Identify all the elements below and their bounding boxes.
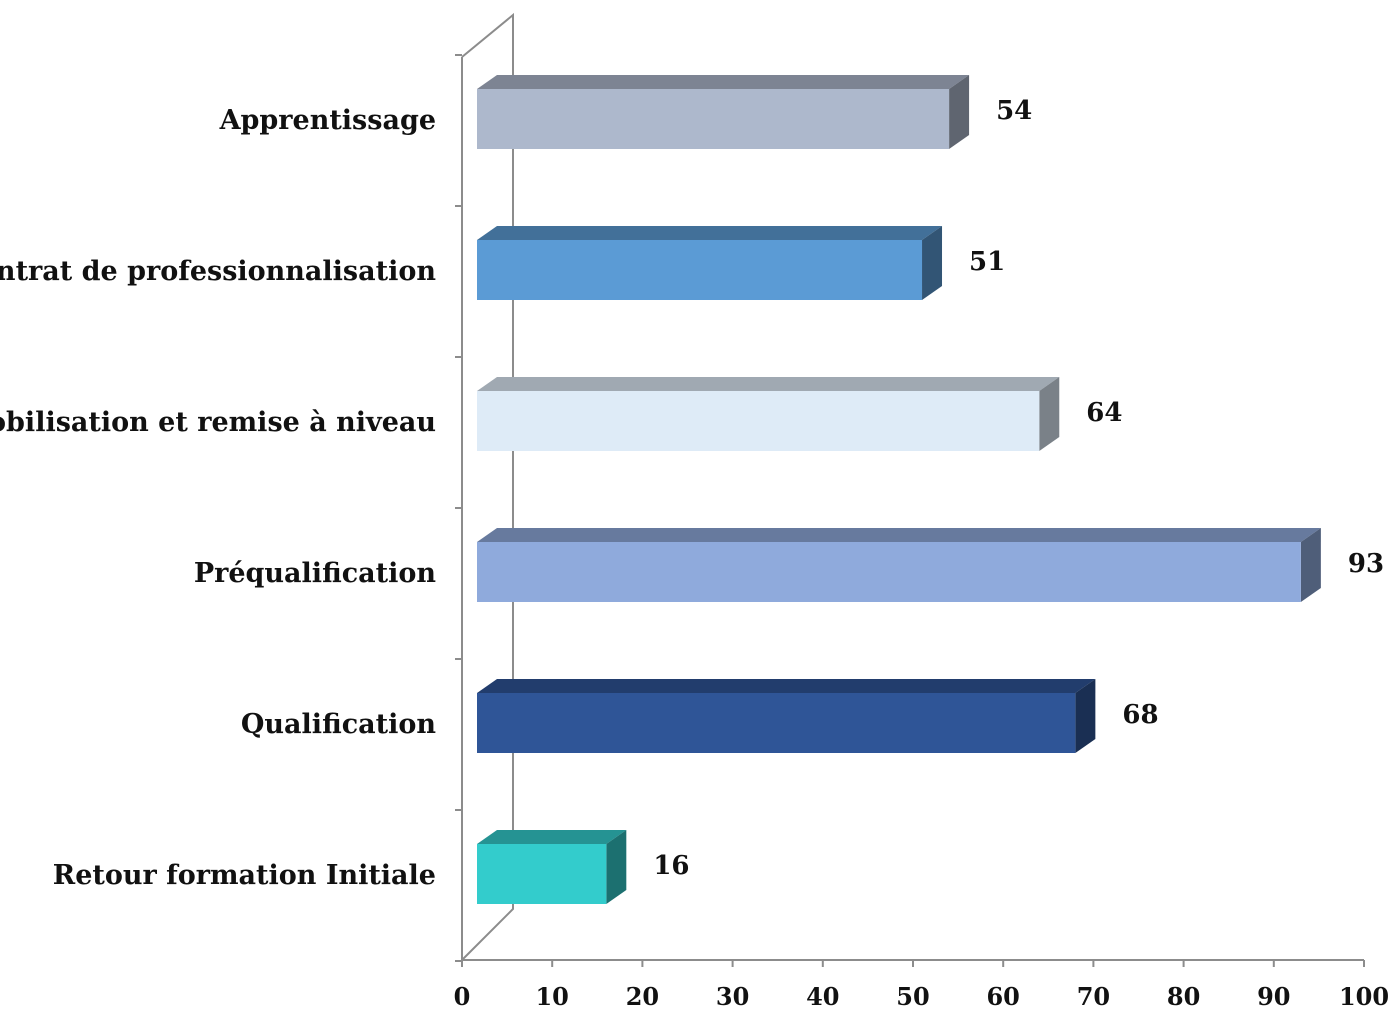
x-tick-label: 30 [716, 982, 749, 1010]
data-label: 16 [653, 851, 689, 881]
bar-front-face [477, 391, 1040, 451]
bar-front-face [477, 89, 950, 149]
data-label: 68 [1122, 700, 1158, 730]
chart-axes [455, 12, 1365, 967]
x-tick-label: 90 [1257, 982, 1290, 1010]
x-tick-label: 20 [626, 982, 659, 1010]
x-tick-label: 10 [535, 982, 568, 1010]
bar-top-face [477, 679, 1096, 693]
data-label: 54 [996, 96, 1032, 126]
bar-side-face [922, 226, 943, 300]
category-label: Contrat de professionnalisation [0, 256, 436, 287]
category-label: Qualification [241, 709, 436, 740]
bar-front-face [477, 542, 1301, 602]
x-tick-label: 80 [1167, 982, 1200, 1010]
bar-top-face [477, 528, 1321, 542]
bar-front-face [477, 844, 607, 904]
bar-front-face [477, 240, 923, 300]
side-wall [461, 12, 514, 961]
bar [477, 226, 943, 300]
category-label: Mobilisation et remise à niveau [0, 407, 436, 438]
chart-labels: 0 10 20 30 40 50 60 70 80 90 100 Apprentissage 54 Con… [0, 96, 1389, 1010]
bar-series [477, 75, 1321, 904]
x-tick-label: 40 [806, 982, 839, 1010]
bar-top-face [477, 75, 970, 89]
bar-top-face [477, 226, 943, 240]
x-tick-label: 100 [1339, 982, 1389, 1010]
bar [477, 679, 1096, 753]
category-label: Retour formation Initiale [53, 860, 436, 891]
x-tick-label: 70 [1077, 982, 1110, 1010]
data-label: 93 [1348, 549, 1384, 579]
bar-side-face [949, 75, 970, 149]
category-label: Apprentissage [219, 105, 436, 136]
x-tick-label: 60 [986, 982, 1019, 1010]
bar-side-face [1039, 377, 1060, 451]
data-label: 64 [1086, 398, 1122, 428]
bar-top-face [477, 830, 627, 844]
bar [477, 75, 970, 149]
bar [477, 528, 1321, 602]
bar-top-face [477, 377, 1060, 391]
bar-side-face [1075, 679, 1096, 753]
bar [477, 830, 627, 904]
x-tick-label: 0 [454, 982, 471, 1010]
bar-side-face [606, 830, 627, 904]
bar [477, 377, 1060, 451]
x-tick-label: 50 [896, 982, 929, 1010]
bar-side-face [1300, 528, 1321, 602]
bar-front-face [477, 693, 1076, 753]
category-label: Préqualification [194, 558, 437, 589]
data-label: 51 [969, 247, 1005, 277]
